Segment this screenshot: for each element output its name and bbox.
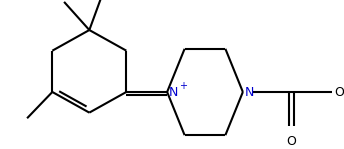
Text: N: N	[169, 86, 179, 99]
Text: O: O	[334, 86, 344, 99]
Text: O: O	[287, 135, 297, 148]
Text: N: N	[245, 86, 254, 99]
Text: +: +	[179, 81, 187, 91]
